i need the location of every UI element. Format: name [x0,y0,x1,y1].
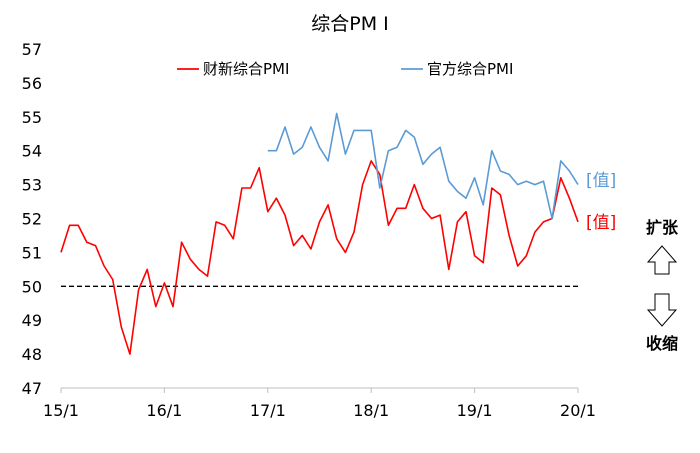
chart-title: 综合PM I [311,13,389,35]
x-tick-label: 15/1 [43,401,79,420]
y-tick-label: 50 [22,277,42,296]
legend: 财新综合PMI 官方综合PMI [177,60,513,78]
x-tick-label: 17/1 [250,401,286,420]
y-tick-label: 56 [22,74,42,93]
y-tick-label: 49 [22,311,42,330]
legend-label: 财新综合PMI [203,60,289,78]
y-tick-label: 51 [22,243,42,262]
series-end-label: [值] [586,213,616,233]
expansion-label: 扩张 [646,218,679,237]
y-tick-label: 54 [22,142,42,161]
y-tick-label: 53 [22,176,42,195]
y-axis: 47 48 49 50 51 52 53 54 55 56 57 [22,40,42,398]
series-end-label: [值] [586,171,616,191]
end-labels: [值] [值] [586,171,616,233]
y-tick-label: 57 [22,40,42,59]
arrow-down-icon [646,293,678,327]
caixin-composite-pmi-line [60,160,579,355]
x-tick-label: 18/1 [353,401,389,420]
arrow-up-icon [646,245,678,275]
y-tick-label: 52 [22,210,42,229]
legend-label: 官方综合PMI [427,60,513,78]
y-tick-label: 47 [22,379,42,398]
official-composite-pmi-line [267,112,579,220]
contraction-label: 收缩 [646,334,678,353]
y-tick-label: 48 [22,345,42,364]
x-tick-label: 19/1 [457,401,493,420]
plot-lines [60,112,579,355]
x-tick-label: 20/1 [560,401,596,420]
y-tick-label: 55 [22,108,42,127]
x-axis: 15/1 16/1 17/1 18/1 19/1 20/1 [43,387,596,420]
x-tick-label: 16/1 [146,401,182,420]
